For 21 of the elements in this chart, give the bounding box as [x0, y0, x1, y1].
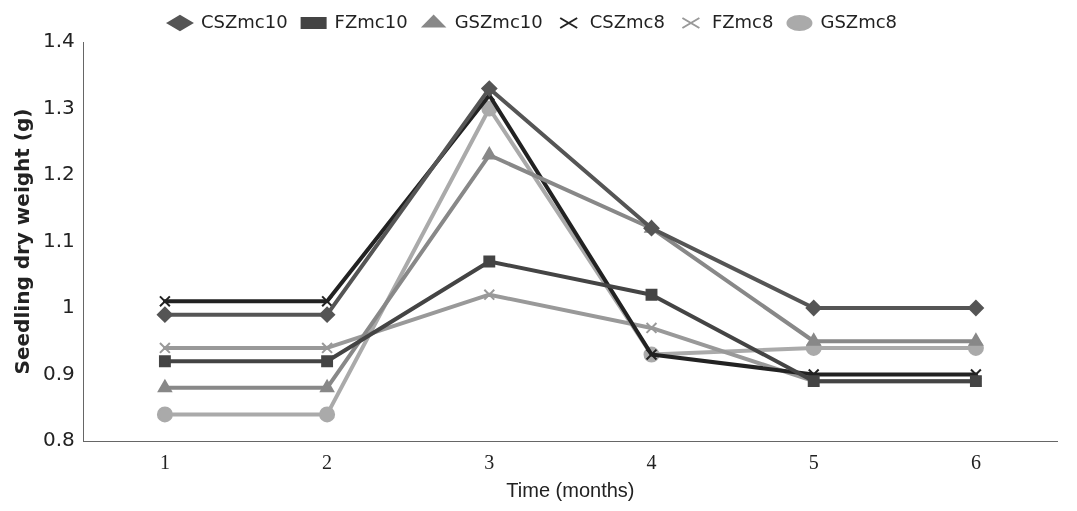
legend-label: CSZmc10 [200, 10, 288, 32]
legend-label: FZmc8 [711, 10, 774, 32]
legend-label: CSZmc8 [589, 10, 665, 32]
y-tick-label: 1.1 [42, 227, 75, 252]
x-tick-label: 6 [970, 451, 981, 474]
x-tick-label: 2 [322, 451, 333, 474]
y-tick-label: 1.3 [42, 94, 75, 119]
y-axis-title: Seedling dry weight (g) [10, 108, 35, 375]
legend-label: GSZmc10 [454, 10, 543, 32]
x-tick-label: 1 [159, 451, 170, 474]
y-tick-label: 0.8 [42, 427, 75, 452]
legend-label: GSZmc8 [820, 10, 898, 32]
y-tick-label: 1 [62, 294, 75, 319]
x-axis-title: Time (months) [506, 478, 635, 501]
y-tick-label: 1.2 [42, 161, 75, 186]
legend-label: FZmc10 [334, 10, 408, 32]
y-tick-label: 0.9 [42, 360, 75, 385]
y-tick-label: 1.4 [42, 28, 75, 53]
x-tick-label: 3 [484, 451, 495, 474]
x-tick-label: 4 [646, 451, 657, 474]
x-tick-label: 5 [808, 451, 819, 474]
